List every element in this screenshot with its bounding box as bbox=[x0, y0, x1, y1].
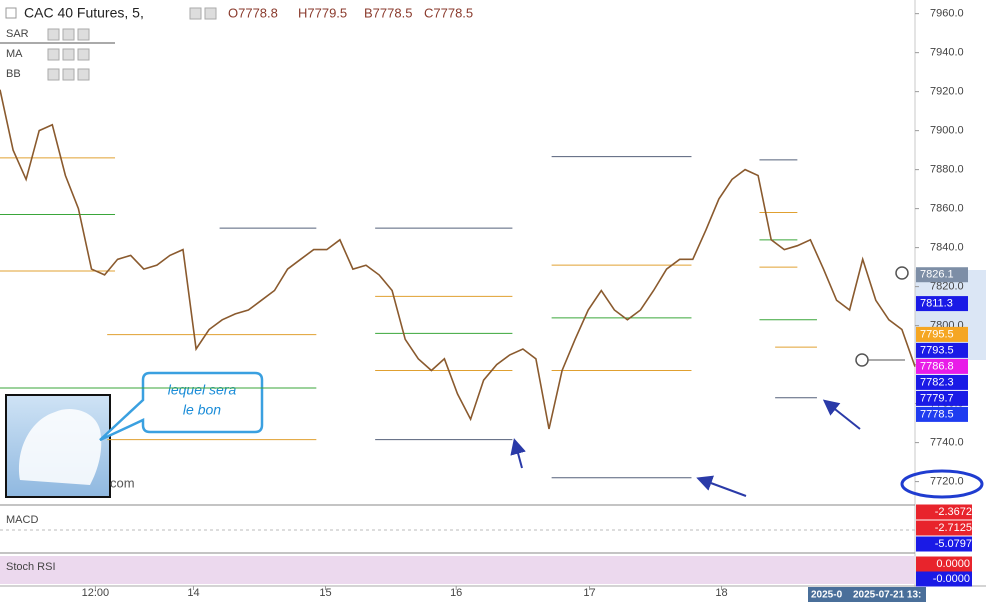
macd-tag bbox=[916, 536, 972, 552]
y-tick-label: 7720.0 bbox=[930, 476, 964, 488]
x-tick-label: 12:00 bbox=[82, 587, 110, 599]
price-tag-label: 7826.1 bbox=[920, 269, 954, 281]
price-tag-label: 7795.5 bbox=[920, 328, 954, 340]
price-tag-label: 7778.5 bbox=[920, 408, 954, 420]
price-tag bbox=[916, 326, 968, 342]
indicator-label: MACD bbox=[6, 514, 38, 526]
time-tag: 2025-07-21 13: bbox=[850, 587, 926, 602]
callout-text: le bon bbox=[183, 402, 221, 418]
time-tag-bg bbox=[808, 587, 850, 602]
macd-tag bbox=[916, 520, 972, 536]
indicator-label: BB bbox=[6, 68, 21, 80]
stoch-tag-label: -0.0000 bbox=[933, 573, 970, 585]
button[interactable] bbox=[189, 7, 202, 20]
y-tick-label: 7880.0 bbox=[930, 164, 964, 176]
price-tag bbox=[916, 267, 968, 283]
button[interactable] bbox=[77, 28, 90, 41]
y-tick-label: 7920.0 bbox=[930, 86, 964, 98]
stoch-band bbox=[0, 556, 915, 584]
stoch-tag bbox=[916, 556, 972, 572]
marker-circle bbox=[895, 266, 909, 280]
time-tag-label: 2025-07-21 13: bbox=[853, 590, 921, 601]
price-tag-label: 7779.7 bbox=[920, 392, 954, 404]
stoch-tag bbox=[916, 571, 972, 587]
stoch-tag-label: 0.0000 bbox=[936, 558, 970, 570]
button[interactable] bbox=[62, 28, 75, 41]
time-tag-label: 2025-0 bbox=[811, 590, 843, 601]
header-buttons bbox=[47, 7, 217, 81]
ohlc-bid: B7778.5 bbox=[364, 5, 412, 20]
macd-tag-label: -2.7125 bbox=[935, 522, 972, 534]
arrow bbox=[696, 475, 747, 497]
button[interactable] bbox=[47, 48, 60, 61]
bear-shape bbox=[19, 409, 102, 485]
button[interactable] bbox=[77, 68, 90, 81]
indicator-label: Stoch RSI bbox=[6, 561, 56, 573]
callout bbox=[99, 371, 264, 442]
y-tick-label: 7740.0 bbox=[930, 437, 964, 449]
ohlc-open: O7778.8 bbox=[228, 5, 278, 20]
price-tag bbox=[916, 342, 968, 358]
price-tag-label: 7786.8 bbox=[920, 360, 954, 372]
button[interactable] bbox=[62, 48, 75, 61]
time-tag: 2025-0 bbox=[808, 587, 850, 602]
x-tick-label: 15 bbox=[319, 587, 331, 599]
ohlc-close: C7778.5 bbox=[424, 5, 473, 20]
price-tag bbox=[916, 296, 968, 312]
price-tag bbox=[916, 374, 968, 390]
time-tag-bg bbox=[850, 587, 926, 602]
y-tick-label: 7900.0 bbox=[930, 125, 964, 137]
callout-text: lequel sera bbox=[168, 382, 237, 398]
price-tag bbox=[916, 390, 968, 406]
price-tag bbox=[916, 358, 968, 374]
marker-circle bbox=[855, 353, 869, 367]
watermark: com bbox=[110, 475, 135, 490]
indicator-label: SAR bbox=[6, 28, 29, 40]
collapse-icon[interactable] bbox=[5, 7, 17, 19]
price-tag-label: 7782.3 bbox=[920, 376, 954, 388]
button[interactable] bbox=[47, 68, 60, 81]
ohlc-high: H7779.5 bbox=[298, 5, 347, 20]
button[interactable] bbox=[62, 68, 75, 81]
arrows bbox=[510, 399, 861, 497]
price-line bbox=[0, 89, 916, 430]
button[interactable] bbox=[77, 48, 90, 61]
arrow bbox=[510, 438, 526, 469]
button[interactable] bbox=[47, 28, 60, 41]
macd-tag-label: -5.0797 bbox=[935, 538, 972, 550]
y-tick-label: 7960.0 bbox=[930, 8, 964, 20]
x-tick-label: 14 bbox=[187, 587, 199, 599]
x-tick-label: 18 bbox=[715, 587, 727, 599]
y-tick-label: 7820.0 bbox=[930, 281, 964, 293]
arrow bbox=[822, 399, 861, 430]
y-tick-label: 7840.0 bbox=[930, 242, 964, 254]
macd-tag bbox=[916, 504, 972, 520]
x-tick-label: 16 bbox=[450, 587, 462, 599]
y-tick-label: 7860.0 bbox=[930, 203, 964, 215]
highlight-ellipse bbox=[900, 469, 984, 499]
price-tag-label: 7793.5 bbox=[920, 344, 954, 356]
price-tag bbox=[916, 406, 968, 422]
price-tag-label: 7811.3 bbox=[920, 297, 953, 309]
y-tick-label: 7940.0 bbox=[930, 47, 964, 59]
macd-tag-label: -2.3672 bbox=[935, 506, 972, 518]
symbol: CAC 40 Futures, 5, bbox=[24, 5, 144, 21]
indicator-label: MA bbox=[6, 48, 23, 60]
x-tick-label: 17 bbox=[583, 587, 595, 599]
button[interactable] bbox=[204, 7, 217, 20]
